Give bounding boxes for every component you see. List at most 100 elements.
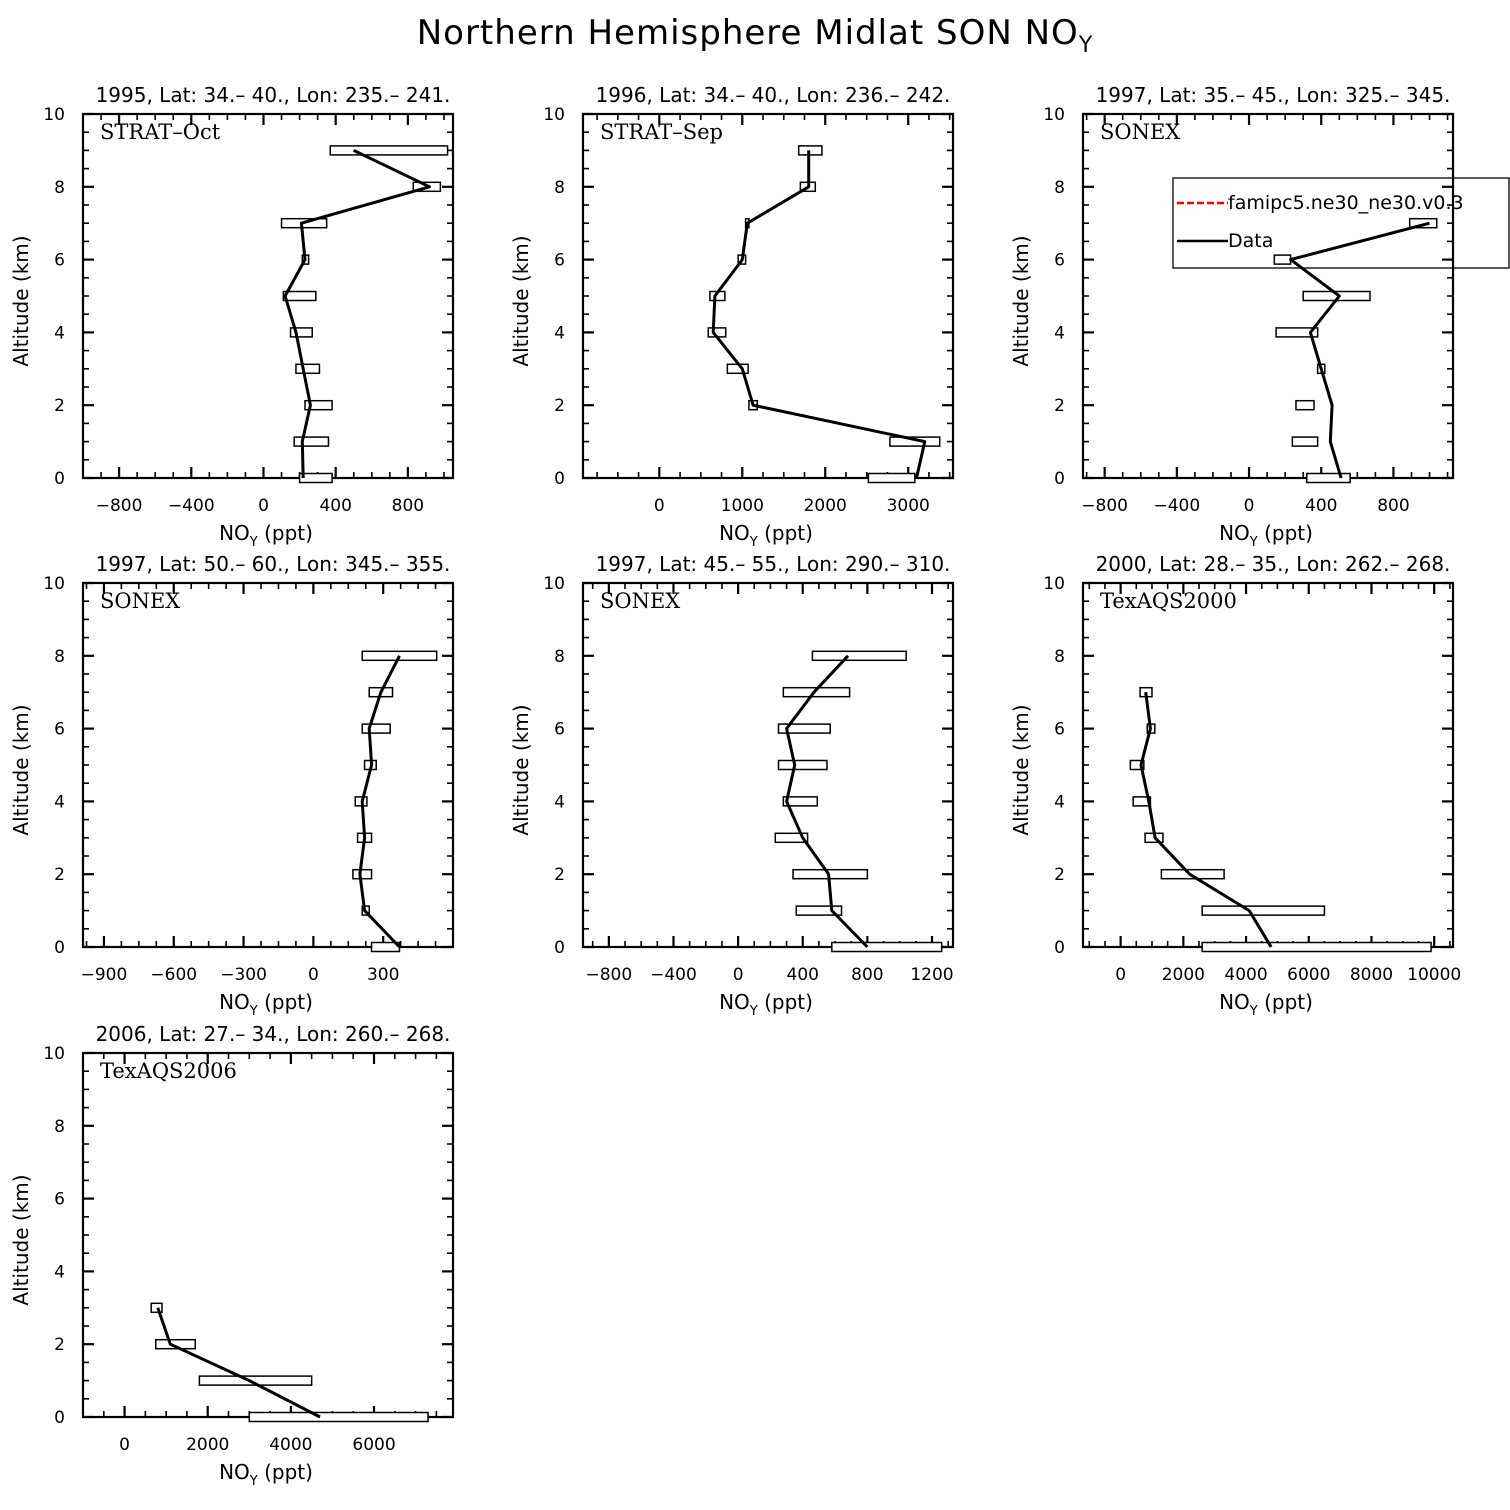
y-tick-label: 2 <box>54 396 65 416</box>
figure-title-subscript: Y <box>1078 33 1093 58</box>
range-box <box>831 941 943 953</box>
range-box <box>1306 472 1351 484</box>
y-tick-label: 0 <box>54 469 65 489</box>
x-tick-label: 800 <box>392 496 424 516</box>
x-tick-label: 300 <box>367 965 399 985</box>
x-tick-label: 0 <box>654 496 665 516</box>
range-box <box>1291 436 1319 447</box>
x-axis-label-main: NO <box>1219 521 1250 545</box>
y-tick-label: 6 <box>54 720 65 740</box>
range-box <box>352 868 373 880</box>
y-tick-label: 8 <box>554 647 565 667</box>
y-tick-label: 2 <box>554 865 565 885</box>
x-tick-label: 400 <box>319 496 351 516</box>
plot-frame <box>581 112 955 480</box>
x-tick-label: 2000 <box>186 1435 229 1455</box>
x-axis-label-unit: (ppt) <box>258 1460 313 1484</box>
panel-title: 1996, Lat: 34.– 40., Lon: 236.– 242. <box>596 83 951 107</box>
campaign-label: SONEX <box>600 589 680 613</box>
y-tick-label: 6 <box>1054 251 1065 271</box>
x-axis-label-subscript: Y <box>1249 535 1258 550</box>
campaign-label: SONEX <box>1100 120 1180 144</box>
data-line <box>1289 221 1430 479</box>
y-tick-label: 6 <box>554 720 565 740</box>
range-box <box>726 363 749 375</box>
x-tick-label: −400 <box>168 496 215 516</box>
range-box <box>867 472 916 484</box>
campaign-label: TexAQS2000 <box>1100 589 1237 613</box>
x-axis-label-main: NO <box>1219 990 1250 1014</box>
plot-frame <box>1081 112 1455 480</box>
x-axis-label-unit: (ppt) <box>258 521 313 545</box>
x-tick-label: 0 <box>258 496 269 516</box>
y-tick-label: 2 <box>1054 865 1065 885</box>
x-axis-label-unit: (ppt) <box>758 990 813 1014</box>
x-axis-label: NOY (ppt) <box>219 1460 313 1489</box>
x-axis-label-unit: (ppt) <box>258 990 313 1014</box>
y-tick-label: 4 <box>54 792 65 812</box>
x-tick-label: 800 <box>851 965 883 985</box>
x-tick-label: 10000 <box>1407 965 1461 985</box>
y-tick-label: 8 <box>54 1117 65 1137</box>
plot-frame <box>81 112 455 480</box>
data-line <box>711 150 927 479</box>
chart-panel-5: 1997, Lat: 45.– 55., Lon: 290.– 310. SONE… <box>509 552 955 1019</box>
x-axis-label-subscript: Y <box>249 535 258 550</box>
y-tick-label: 0 <box>554 469 565 489</box>
y-axis-label: Altitude (km) <box>9 704 33 835</box>
panel-title: 1997, Lat: 50.– 60., Lon: 345.– 355. <box>96 552 451 576</box>
y-tick-label: 4 <box>1054 323 1065 343</box>
y-tick-label: 4 <box>54 323 65 343</box>
campaign-label: TexAQS2006 <box>100 1059 237 1083</box>
plot-frame <box>581 581 955 949</box>
panel-title: 2006, Lat: 27.– 34., Lon: 260.– 268. <box>96 1022 451 1046</box>
y-tick-label: 2 <box>54 1335 65 1355</box>
x-axis-label: NOY (ppt) <box>719 521 813 550</box>
y-tick-label: 0 <box>1054 469 1065 489</box>
y-axis-label: Altitude (km) <box>9 1174 33 1305</box>
range-box <box>889 436 941 447</box>
x-axis-label-subscript: Y <box>749 535 758 550</box>
y-tick-label: 10 <box>1043 105 1065 125</box>
x-axis-label-unit: (ppt) <box>1258 990 1313 1014</box>
x-tick-label: 400 <box>1305 496 1337 516</box>
range-box <box>777 759 828 771</box>
y-tick-label: 2 <box>54 865 65 885</box>
y-tick-label: 10 <box>1043 574 1065 594</box>
data-line <box>1139 692 1273 948</box>
y-tick-label: 8 <box>1054 647 1065 667</box>
x-axis-label-subscript: Y <box>1249 1004 1258 1019</box>
x-axis-label-unit: (ppt) <box>758 521 813 545</box>
x-axis-label-subscript: Y <box>249 1004 258 1019</box>
range-box <box>361 723 391 734</box>
x-tick-label: 3000 <box>887 496 930 516</box>
y-tick-label: 6 <box>54 1190 65 1210</box>
range-box <box>774 832 809 844</box>
data-line <box>156 1307 321 1419</box>
range-box <box>248 1411 429 1423</box>
y-axis-label: Altitude (km) <box>509 704 533 835</box>
x-tick-label: −400 <box>1154 496 1201 516</box>
x-tick-label: 0 <box>308 965 319 985</box>
panel-title: 1997, Lat: 45.– 55., Lon: 290.– 310. <box>596 552 951 576</box>
chart-panel-4: 1997, Lat: 50.– 60., Lon: 345.– 355. SONE… <box>9 552 455 1019</box>
x-tick-label: 0 <box>119 1435 130 1455</box>
y-tick-label: 4 <box>54 1262 65 1282</box>
y-tick-label: 2 <box>1054 396 1065 416</box>
x-tick-label: −800 <box>96 496 143 516</box>
range-box <box>1201 941 1432 953</box>
x-tick-label: 1200 <box>910 965 953 985</box>
y-axis-label: Altitude (km) <box>1009 235 1033 366</box>
y-tick-label: 6 <box>54 251 65 271</box>
x-axis-label: NOY (ppt) <box>1219 990 1313 1019</box>
range-box <box>795 905 843 916</box>
data-line <box>785 654 869 949</box>
y-tick-label: 0 <box>54 938 65 958</box>
x-tick-label: −800 <box>585 965 632 985</box>
range-box <box>1160 868 1225 880</box>
panels: 1995, Lat: 34.– 40., Lon: 235.– 241. STRA… <box>9 83 1510 1489</box>
y-tick-label: 10 <box>43 105 65 125</box>
x-axis-label-main: NO <box>219 1460 250 1484</box>
x-tick-label: −800 <box>1081 496 1128 516</box>
